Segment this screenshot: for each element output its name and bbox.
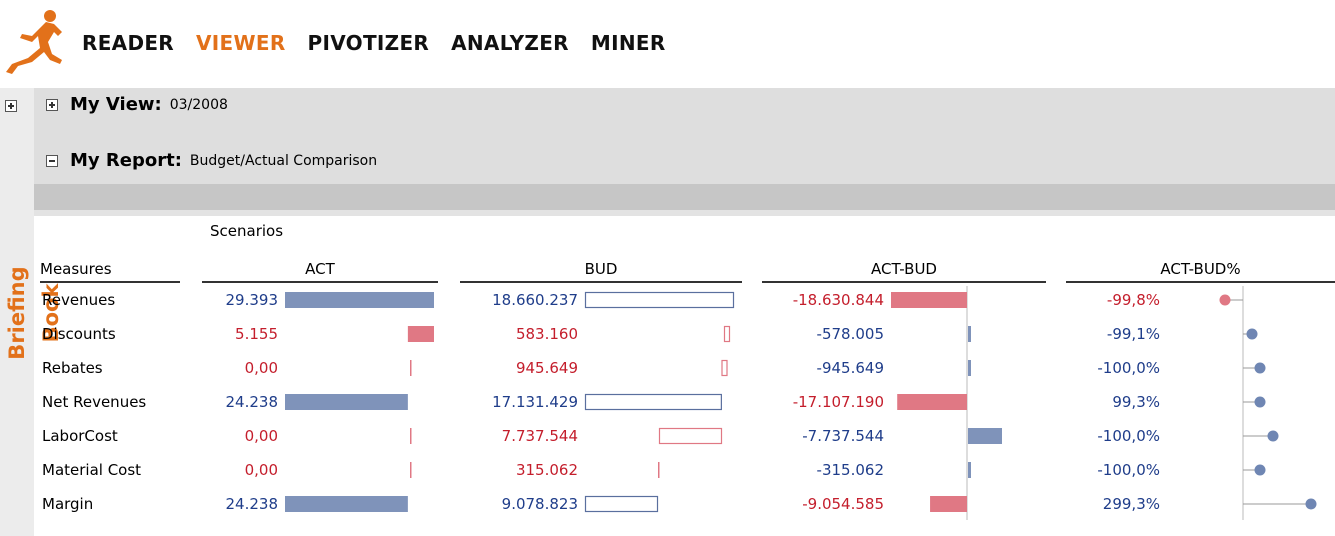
main-nav: READER VIEWER PIVOTIZER ANALYZER MINER bbox=[82, 28, 688, 58]
nav-miner[interactable]: MINER bbox=[590, 31, 666, 55]
row-label-labor-cost[interactable]: LaborCost bbox=[42, 427, 118, 445]
pct-dot bbox=[1219, 294, 1231, 306]
cell-act: 0,00 bbox=[244, 427, 278, 445]
briefing-book-label: Briefing Book bbox=[5, 266, 63, 360]
pct-dot bbox=[1305, 498, 1317, 510]
cell-act-bud: -17.107.190 bbox=[792, 393, 884, 411]
nav-pivotizer[interactable]: PIVOTIZER bbox=[307, 31, 430, 55]
bud-bar bbox=[658, 427, 723, 445]
cell-act-bud-pct: -99,8% bbox=[1106, 291, 1160, 309]
runner-logo-icon bbox=[6, 10, 62, 74]
my-report-row: My Report: Budget/Actual Comparison bbox=[46, 150, 377, 171]
pct-dot bbox=[1254, 396, 1266, 408]
my-view-value: 03/2008 bbox=[169, 96, 228, 113]
bud-bar bbox=[658, 462, 660, 478]
cell-bud: 945.649 bbox=[515, 359, 578, 377]
view-header-panel bbox=[34, 88, 1335, 184]
cell-act-bud-pct: -100,0% bbox=[1097, 359, 1160, 377]
act-bud-bar bbox=[968, 326, 971, 342]
cell-bud: 9.078.823 bbox=[501, 495, 578, 513]
row-label-discounts[interactable]: Discounts bbox=[42, 325, 116, 343]
cell-bud: 17.131.429 bbox=[492, 393, 578, 411]
cell-bud: 7.737.544 bbox=[501, 427, 578, 445]
my-report-title[interactable]: My Report: bbox=[70, 150, 182, 171]
act-bud-bar bbox=[968, 428, 1002, 444]
act-bar bbox=[285, 394, 408, 410]
measures-header: Measures bbox=[40, 257, 180, 283]
cell-bud: 315.062 bbox=[515, 461, 578, 479]
pct-dot bbox=[1254, 362, 1266, 374]
bud-bar bbox=[721, 359, 728, 377]
col-header-act-bud-pct[interactable]: ACT-BUD% bbox=[1066, 257, 1335, 283]
act-bud-bar bbox=[897, 394, 967, 410]
report-toolbar-bar bbox=[34, 184, 1335, 210]
act-bud-bar bbox=[968, 360, 971, 376]
row-label-margin[interactable]: Margin bbox=[42, 495, 94, 513]
act-bar bbox=[410, 428, 412, 444]
scenarios-label: Scenarios bbox=[210, 222, 284, 240]
cell-act: 0,00 bbox=[244, 461, 278, 479]
row-label-net-revenues[interactable]: Net Revenues bbox=[42, 393, 147, 411]
collapse-my-report-icon[interactable] bbox=[46, 154, 58, 167]
nav-viewer[interactable]: VIEWER bbox=[196, 31, 286, 55]
expand-my-view-icon[interactable] bbox=[46, 98, 58, 111]
row-label-material-cost[interactable]: Material Cost bbox=[42, 461, 142, 479]
cell-bud: 18.660.237 bbox=[492, 291, 578, 309]
pct-dot bbox=[1267, 430, 1279, 442]
act-bud-bar bbox=[968, 462, 971, 478]
cell-act: 5.155 bbox=[235, 325, 278, 343]
cell-act-bud-pct: -99,1% bbox=[1106, 325, 1160, 343]
cell-act-bud-pct: 99,3% bbox=[1112, 393, 1160, 411]
act-bar bbox=[285, 292, 434, 308]
cell-act-bud: -9.054.585 bbox=[802, 495, 884, 513]
cell-bud: 583.160 bbox=[515, 325, 578, 343]
col-header-act[interactable]: ACT bbox=[202, 257, 438, 283]
act-bar bbox=[285, 496, 408, 512]
cell-act-bud: -578.005 bbox=[816, 325, 884, 343]
bud-bar bbox=[723, 325, 731, 343]
act-bud-bar bbox=[930, 496, 967, 512]
cell-act-bud: -18.630.844 bbox=[792, 291, 884, 309]
my-report-value: Budget/Actual Comparison bbox=[189, 152, 378, 169]
act-bar bbox=[407, 326, 434, 342]
cell-act: 0,00 bbox=[244, 359, 278, 377]
my-view-title[interactable]: My View: bbox=[70, 94, 162, 115]
bud-bar bbox=[584, 495, 659, 513]
act-bar bbox=[410, 462, 412, 478]
pct-dot bbox=[1246, 328, 1258, 340]
cell-act-bud-pct: 299,3% bbox=[1102, 495, 1160, 513]
bud-bar bbox=[584, 291, 735, 309]
cell-act: 24.238 bbox=[225, 393, 279, 411]
cell-act-bud: -945.649 bbox=[816, 359, 884, 377]
col-header-act-bud[interactable]: ACT-BUD bbox=[762, 257, 1046, 283]
act-bud-bar bbox=[891, 292, 967, 308]
act-bar bbox=[410, 360, 412, 376]
cell-act: 24.238 bbox=[225, 495, 279, 513]
col-header-bud[interactable]: BUD bbox=[460, 257, 742, 283]
pct-dot bbox=[1254, 464, 1266, 476]
nav-analyzer[interactable]: ANALYZER bbox=[451, 31, 569, 55]
cell-act-bud: -315.062 bbox=[816, 461, 884, 479]
report-toolbar-divider bbox=[34, 210, 1335, 216]
cell-act-bud-pct: -100,0% bbox=[1097, 461, 1160, 479]
cell-act: 29.393 bbox=[225, 291, 279, 309]
row-label-rebates[interactable]: Rebates bbox=[42, 359, 103, 377]
row-label-revenues[interactable]: Revenues bbox=[42, 291, 116, 309]
cell-act-bud: -7.737.544 bbox=[802, 427, 884, 445]
expand-briefing-book-icon[interactable] bbox=[5, 100, 17, 112]
my-view-row: My View: 03/2008 bbox=[46, 94, 228, 115]
bud-bar bbox=[584, 393, 722, 411]
nav-reader[interactable]: READER bbox=[82, 31, 175, 55]
cell-act-bud-pct: -100,0% bbox=[1097, 427, 1160, 445]
briefing-book-strip[interactable]: Briefing Book bbox=[0, 88, 63, 536]
